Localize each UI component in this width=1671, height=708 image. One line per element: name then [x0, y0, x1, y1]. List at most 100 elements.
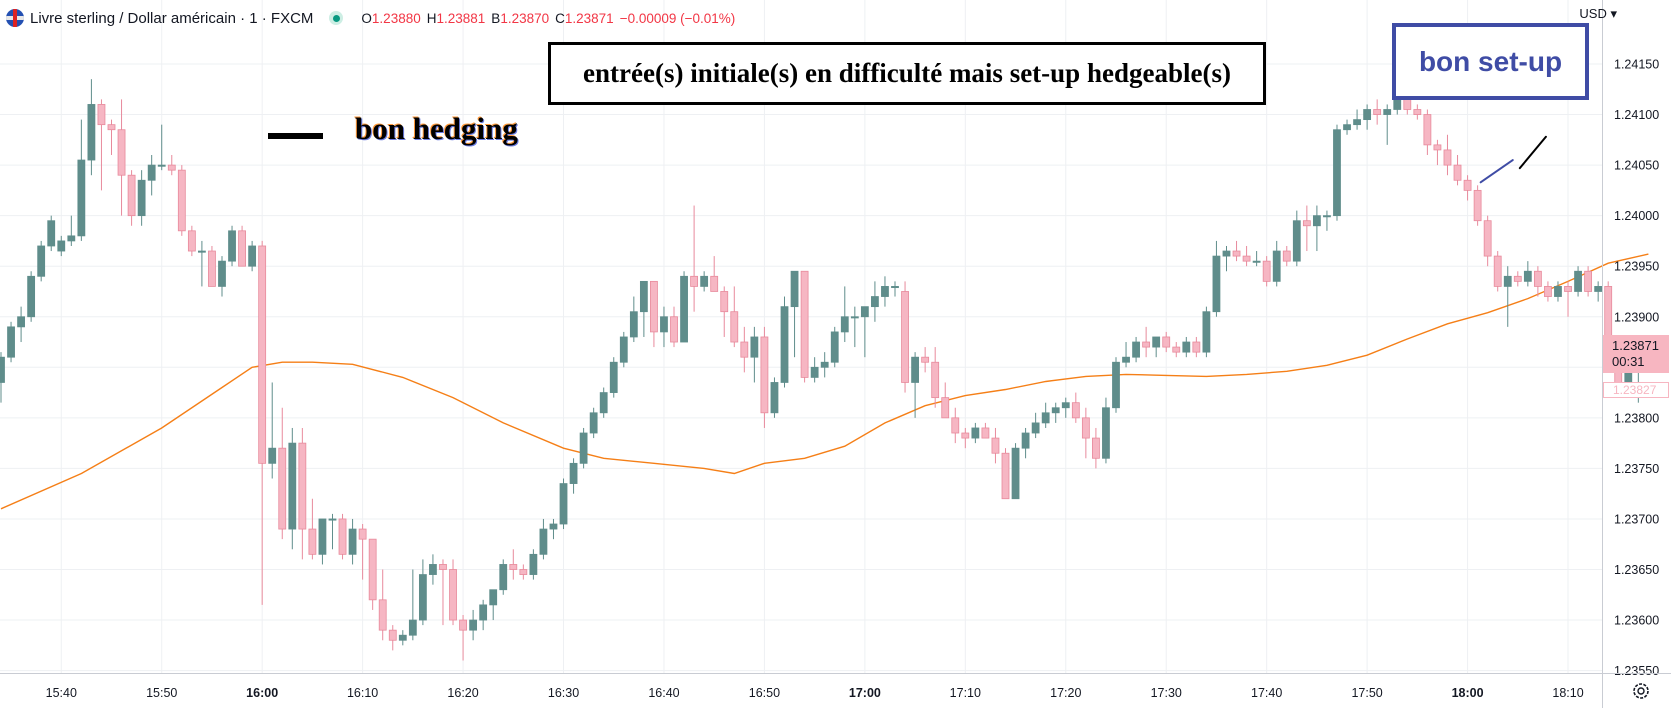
candle[interactable] [1282, 245, 1291, 267]
candle[interactable] [1122, 342, 1130, 368]
candle[interactable] [529, 549, 538, 580]
settings-gear-icon[interactable] [1631, 681, 1651, 701]
candle[interactable] [539, 518, 548, 560]
candle[interactable] [1252, 251, 1261, 267]
candle[interactable] [1353, 109, 1361, 130]
candle[interactable] [901, 281, 909, 393]
candle[interactable] [760, 326, 769, 428]
candle[interactable] [1232, 240, 1241, 262]
candle[interactable] [1503, 266, 1512, 327]
candle[interactable] [388, 625, 397, 651]
candle[interactable] [147, 154, 156, 196]
candle[interactable] [1564, 281, 1572, 317]
candle[interactable] [579, 427, 588, 469]
candle[interactable] [298, 427, 307, 560]
candle[interactable] [398, 630, 407, 646]
candle[interactable] [429, 554, 437, 585]
candle[interactable] [971, 422, 980, 444]
candle[interactable] [509, 549, 518, 580]
candle[interactable] [1242, 245, 1251, 267]
candle[interactable] [77, 119, 86, 241]
candle[interactable] [1493, 251, 1502, 292]
candle[interactable] [308, 498, 317, 560]
candle[interactable] [278, 407, 287, 540]
symbol-title[interactable]: Livre sterling / Dollar américain · 1 · … [30, 9, 314, 27]
candle[interactable] [137, 170, 146, 226]
candle[interactable] [599, 387, 608, 418]
candle[interactable] [1162, 331, 1171, 353]
candle[interactable] [1513, 271, 1522, 287]
candle[interactable] [1413, 104, 1422, 120]
candle[interactable] [1302, 205, 1311, 252]
candle[interactable] [1373, 99, 1382, 125]
candle[interactable] [720, 286, 729, 337]
candle[interactable] [1574, 266, 1582, 297]
candle[interactable] [1212, 240, 1221, 317]
candle[interactable] [127, 170, 136, 226]
candle[interactable] [1323, 210, 1331, 231]
candle[interactable] [479, 599, 488, 631]
candle[interactable] [1021, 427, 1030, 459]
candle[interactable] [800, 270, 809, 383]
annotation-box-main[interactable]: entrée(s) initiale(s) en difficulté mais… [548, 42, 1266, 105]
candle[interactable] [499, 559, 508, 595]
candle[interactable] [268, 382, 277, 479]
candle[interactable] [1523, 261, 1532, 287]
candle[interactable] [1202, 306, 1211, 358]
candle[interactable] [0, 352, 5, 403]
candle[interactable] [288, 427, 297, 550]
candle[interactable] [1584, 266, 1593, 297]
candle[interactable] [619, 331, 628, 368]
candle[interactable] [660, 306, 668, 348]
candle[interactable] [97, 99, 106, 191]
candle[interactable] [1031, 412, 1040, 439]
candle[interactable] [218, 256, 226, 297]
candle[interactable] [700, 271, 709, 292]
candle[interactable] [840, 286, 849, 343]
candle[interactable] [1192, 336, 1201, 358]
candle[interactable] [1011, 443, 1020, 500]
candle[interactable] [639, 280, 648, 337]
candle[interactable] [1383, 104, 1392, 145]
candle[interactable] [459, 614, 467, 661]
hedge-trendline[interactable] [1518, 135, 1547, 170]
candle[interactable] [780, 296, 789, 388]
candle[interactable] [1343, 119, 1351, 135]
candle[interactable] [1262, 256, 1271, 287]
candle[interactable] [860, 306, 869, 358]
candle[interactable] [1142, 326, 1151, 358]
candle[interactable] [439, 559, 447, 626]
currency-selector[interactable]: USD ▾ [1579, 6, 1617, 21]
candle[interactable] [378, 569, 387, 641]
candle[interactable] [1433, 139, 1442, 166]
candle[interactable] [117, 99, 126, 216]
candle[interactable] [1051, 402, 1060, 423]
candle[interactable] [730, 286, 739, 348]
candle[interactable] [208, 245, 216, 287]
candle[interactable] [961, 427, 970, 449]
candle[interactable] [338, 513, 347, 560]
candle[interactable] [7, 321, 15, 363]
hedge-trendline[interactable] [1479, 159, 1514, 184]
candle[interactable] [891, 281, 899, 297]
candle[interactable] [1112, 357, 1120, 413]
candle[interactable] [348, 518, 357, 565]
candle[interactable] [1333, 124, 1341, 221]
candle[interactable] [248, 240, 257, 272]
candle[interactable] [238, 225, 246, 267]
candle[interactable] [740, 326, 749, 373]
candle[interactable] [569, 458, 578, 494]
candle[interactable] [67, 215, 76, 246]
candle[interactable] [650, 280, 658, 348]
candle[interactable] [47, 215, 56, 252]
candle[interactable] [418, 559, 427, 626]
annotation-hedging-label[interactable]: bon hedging [355, 111, 518, 146]
candle[interactable] [790, 270, 799, 358]
candle[interactable] [449, 559, 457, 626]
candle[interactable] [931, 347, 940, 408]
candle[interactable] [1312, 205, 1321, 252]
candle[interactable] [690, 205, 699, 312]
candle[interactable] [37, 240, 46, 282]
candle[interactable] [1423, 109, 1432, 155]
